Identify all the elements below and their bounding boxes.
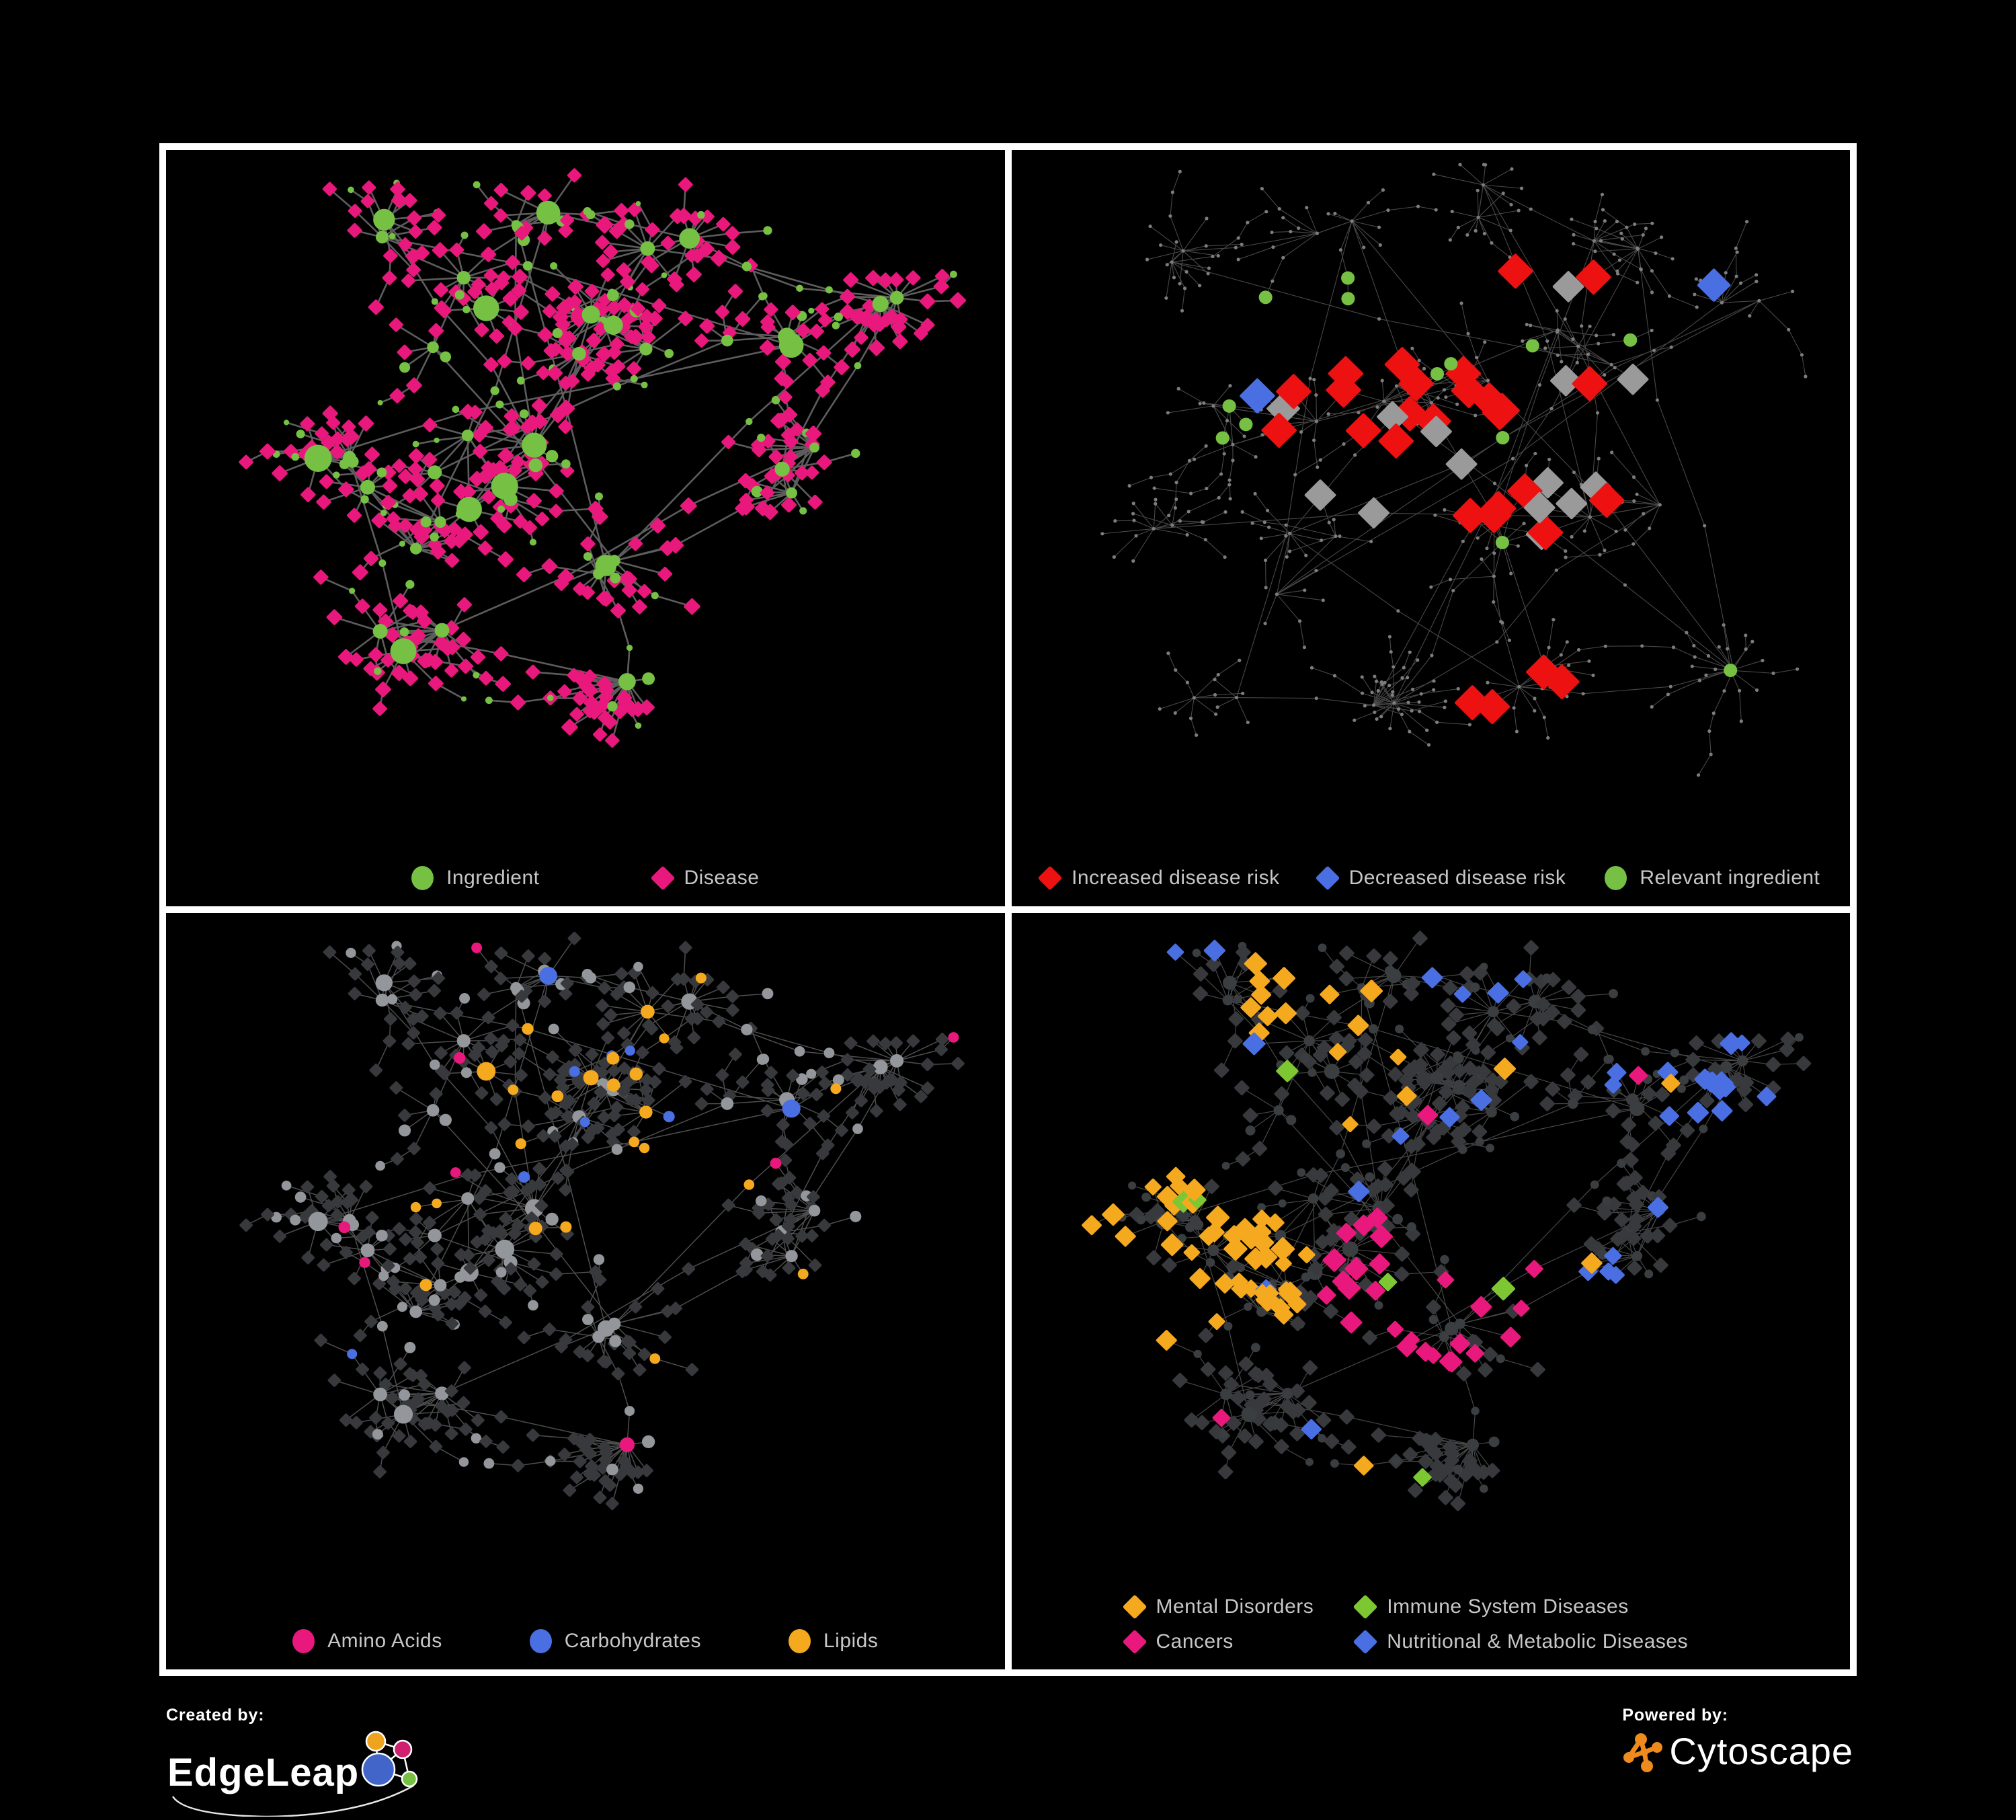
- edgeleap-swoosh: [171, 1784, 414, 1818]
- legend-item: Amino Acids: [292, 1629, 442, 1653]
- legend-item: Decreased disease risk: [1315, 865, 1566, 891]
- panel-3-legend: Amino Acids Carbohydrates Lipids: [166, 1629, 1005, 1653]
- legend-label: Lipids: [823, 1630, 879, 1652]
- legend-label: Increased disease risk: [1072, 867, 1280, 889]
- legend-circle-marker: [529, 1629, 552, 1653]
- edgeleap-network-icon: [361, 1731, 418, 1788]
- legend-label: Immune System Diseases: [1387, 1595, 1629, 1618]
- panel-grid: Ingredient Disease Increased disease risk…: [159, 143, 1857, 1676]
- network-disease-classes: [1081, 931, 1811, 1511]
- legend-item: Ingredient: [411, 866, 539, 890]
- legend-label: Amino Acids: [327, 1630, 442, 1652]
- legend-circle-marker: [1605, 866, 1627, 890]
- panel-4-legend: Mental Disorders Cancers Immune System Dis…: [1012, 1594, 1851, 1655]
- edgeleap-branding: Created by: EdgeLeap: [166, 1706, 489, 1820]
- legend-label: Relevant ingredient: [1640, 867, 1820, 889]
- legend-diamond-marker: [1353, 1629, 1378, 1655]
- legend-diamond-marker: [1037, 865, 1063, 891]
- legend-diamond-marker: [1122, 1629, 1147, 1655]
- panel-2-legend: Increased disease risk Decreased disease …: [1012, 865, 1851, 891]
- powered-by-label: Powered by:: [1622, 1706, 1728, 1725]
- panel-disease-risk: Increased disease risk Decreased disease …: [1011, 150, 1851, 906]
- legend-item: Lipids: [788, 1629, 879, 1653]
- footer: Created by: EdgeLeap Powered by:: [0, 1676, 2016, 1820]
- legend-item: Immune System Diseases: [1353, 1594, 1688, 1620]
- cytoscape-wordmark: Cytoscape: [1669, 1730, 1853, 1772]
- legend-item: Mental Disorders: [1122, 1594, 1314, 1620]
- edgeleap-logo: EdgeLeap: [167, 1731, 418, 1818]
- legend-label: Ingredient: [446, 867, 540, 889]
- legend-item: Disease: [650, 865, 760, 891]
- legend-item: Cancers: [1122, 1629, 1314, 1655]
- network-disease-risk: [1100, 163, 1808, 777]
- panel-disease-classes: Mental Disorders Cancers Immune System Dis…: [1011, 913, 1851, 1669]
- legend-label: Mental Disorders: [1156, 1595, 1314, 1618]
- legend-diamond-marker: [1315, 865, 1340, 891]
- legend-circle-marker: [411, 866, 434, 890]
- edgeleap-wordmark: EdgeLeap: [167, 1751, 359, 1794]
- legend-label: Disease: [684, 867, 760, 889]
- legend-label: Carbohydrates: [564, 1630, 701, 1652]
- network-nutrient-classes: [239, 931, 965, 1511]
- legend-diamond-marker: [1353, 1594, 1378, 1620]
- panel-nutrient-classes: Amino Acids Carbohydrates Lipids: [166, 913, 1005, 1669]
- created-by-label: Created by:: [166, 1706, 265, 1725]
- legend-label: Decreased disease risk: [1348, 867, 1566, 889]
- legend-circle-marker: [292, 1629, 315, 1653]
- legend-item: Relevant ingredient: [1605, 866, 1820, 890]
- cytoscape-branding: Powered by: Cytoscape: [1622, 1706, 1853, 1773]
- legend-diamond-marker: [1122, 1594, 1147, 1620]
- legend-item: Nutritional & Metabolic Diseases: [1353, 1629, 1689, 1655]
- network-ingredient-disease: [239, 168, 967, 748]
- legend-label: Nutritional & Metabolic Diseases: [1387, 1630, 1689, 1653]
- legend-diamond-marker: [650, 865, 675, 891]
- panel-1-legend: Ingredient Disease: [166, 865, 1005, 891]
- cytoscape-icon: [1623, 1733, 1663, 1772]
- legend-label: Cancers: [1156, 1630, 1234, 1653]
- legend-item: Increased disease risk: [1037, 865, 1280, 891]
- legend-item: Carbohydrates: [529, 1629, 701, 1653]
- legend-circle-marker: [788, 1629, 811, 1653]
- panel-ingredient-disease: Ingredient Disease: [166, 150, 1005, 906]
